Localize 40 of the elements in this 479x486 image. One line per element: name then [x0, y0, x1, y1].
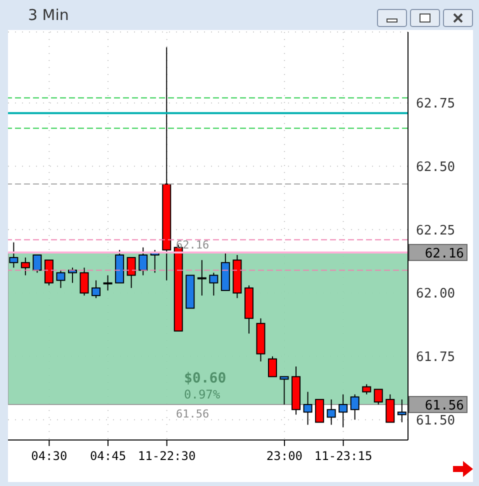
- y-tick-label: 62.00: [416, 286, 456, 302]
- candlestick: [338, 394, 348, 428]
- candlestick: [44, 260, 54, 286]
- candlestick: [303, 391, 312, 426]
- y-tick-label: 62.75: [416, 96, 456, 112]
- candlestick: [326, 398, 336, 426]
- candlestick: [315, 398, 324, 423]
- candlestick: [9, 242, 18, 268]
- annotation: 61.56: [176, 408, 210, 421]
- candlestick: [374, 388, 383, 406]
- candlestick: [103, 274, 112, 291]
- x-tick-label: 23:00: [266, 449, 303, 463]
- candlestick: [80, 267, 89, 296]
- y-tick-label: 62.50: [416, 160, 456, 175]
- y-tick-label: 61.50: [416, 413, 456, 428]
- candlestick: [138, 246, 148, 276]
- x-tick-label: 11-23:15: [314, 449, 372, 463]
- x-tick-label: 04:30: [31, 449, 68, 463]
- x-tick-label: 11-22:30: [138, 449, 196, 463]
- candlestick: [126, 257, 136, 288]
- y-tick-label: 61.75: [416, 350, 456, 365]
- chart-title: 3 Min: [28, 6, 69, 24]
- candlestick: [280, 376, 289, 406]
- candlestick: [197, 260, 206, 296]
- text: 61.56: [424, 398, 464, 414]
- y-tick-label: 62.25: [416, 223, 456, 238]
- candlestick: [20, 257, 30, 276]
- x-tick-label: 04:45: [90, 449, 126, 463]
- annotation: 62.16: [176, 238, 210, 252]
- candlestick: [32, 254, 42, 274]
- candlestick: [350, 394, 360, 420]
- candlestick: [268, 356, 277, 378]
- candlestick: [56, 270, 66, 288]
- candlestick: [386, 394, 395, 423]
- ref-line-label: 62.16: [424, 246, 464, 262]
- candlestick: [209, 272, 218, 296]
- annotation: 0.97%: [184, 388, 221, 402]
- candlestick: [362, 384, 372, 395]
- candlestick: [92, 280, 101, 299]
- band-label: $0.60: [184, 370, 226, 387]
